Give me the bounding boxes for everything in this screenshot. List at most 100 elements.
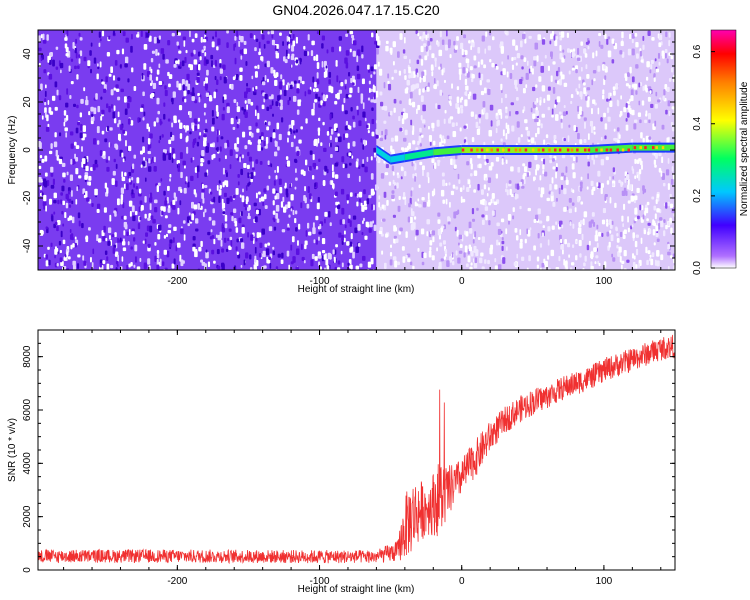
heatmap-cell (300, 169, 305, 175)
heatmap-cell (371, 203, 373, 211)
heatmap-cell (223, 192, 227, 198)
heatmap-cell (459, 104, 464, 109)
heatmap-cell (444, 44, 448, 51)
heatmap-cell (213, 196, 216, 203)
heatmap-cell (329, 222, 332, 227)
heatmap-cell (140, 204, 144, 211)
heatmap-cell (290, 261, 294, 265)
heatmap-cell (490, 120, 493, 127)
heatmap-cell (92, 163, 96, 171)
heatmap-cell (412, 265, 415, 270)
heatmap-cell (539, 99, 542, 106)
heatmap-cell (492, 140, 495, 144)
heatmap-cell (568, 70, 571, 75)
heatmap-cell (546, 197, 550, 202)
heatmap-cell (652, 219, 655, 226)
heatmap-cell (600, 44, 604, 49)
heatmap-cell (203, 112, 206, 116)
heatmap-cell (633, 83, 638, 90)
heatmap-cell (369, 87, 371, 94)
heatmap-cell (286, 40, 289, 46)
heatmap-cell (292, 95, 297, 102)
heatmap-cell (149, 192, 153, 199)
heatmap-cell (46, 114, 49, 122)
heatmap-cell (108, 73, 112, 77)
heatmap-cell (273, 226, 277, 231)
heatmap-cell (510, 166, 514, 172)
heatmap-cell (177, 32, 181, 36)
heatmap-cell (583, 211, 588, 218)
heatmap-cell (582, 267, 585, 270)
heatmap-cell (653, 74, 656, 79)
heatmap-cell (278, 178, 282, 185)
heatmap-cell (175, 245, 178, 252)
heatmap-cell (521, 256, 525, 261)
heatmap-cell (531, 68, 534, 75)
heatmap-cell (266, 185, 270, 191)
heatmap-cell (221, 113, 225, 121)
heatmap-cell (330, 142, 332, 148)
heatmap-cell (235, 73, 239, 81)
heatmap-cell (130, 45, 133, 53)
heatmap-cell (226, 106, 230, 114)
heatmap-cell (457, 242, 460, 246)
heatmap-cell (537, 127, 540, 135)
snr-y-label: SNR (10 * v/v) (7, 418, 18, 482)
heatmap-cell (224, 155, 227, 160)
heatmap-cell (267, 242, 271, 246)
heatmap-cell (216, 249, 220, 255)
heatmap-cell (535, 110, 539, 117)
heatmap-cell (314, 138, 318, 146)
heatmap-cell (292, 40, 296, 47)
heatmap-cell (183, 124, 186, 128)
heatmap-cell (649, 90, 652, 94)
heatmap-cell (526, 267, 529, 270)
heatmap-cell (346, 241, 350, 246)
heatmap-cell (156, 97, 160, 105)
heatmap-cell (251, 75, 254, 80)
heatmap-cell (189, 111, 192, 118)
signal-hotspot (501, 148, 505, 152)
heatmap-cell (418, 204, 422, 208)
heatmap-cell (586, 87, 591, 91)
heatmap-cell (159, 118, 162, 126)
heatmap-cell (259, 160, 263, 165)
heatmap-cell (636, 53, 639, 59)
heatmap-cell (568, 254, 570, 258)
heatmap-cell (356, 158, 359, 163)
heatmap-cell (240, 210, 243, 217)
heatmap-cell (366, 198, 370, 205)
heatmap-cell (150, 68, 153, 74)
heatmap-cell (505, 122, 508, 130)
heatmap-cell (381, 105, 385, 110)
heatmap-cell (595, 230, 598, 238)
heatmap-cell (348, 152, 352, 157)
heatmap-cell (177, 163, 181, 167)
heatmap-cell (481, 35, 485, 42)
x-tick-label: -100 (310, 576, 330, 587)
heatmap-cell (439, 141, 442, 148)
heatmap-cell (335, 244, 338, 248)
heatmap-cell (379, 137, 384, 142)
signal-hotspot (605, 148, 609, 152)
heatmap-cell (349, 241, 353, 247)
heatmap-cell (318, 158, 321, 162)
heatmap-cell (64, 212, 67, 219)
heatmap-cell (305, 159, 308, 166)
heatmap-cell (555, 166, 558, 172)
heatmap-cell (426, 201, 431, 207)
heatmap-cell (612, 86, 616, 91)
heatmap-cell (64, 43, 68, 49)
heatmap-cell (363, 217, 365, 222)
heatmap-cell (440, 189, 445, 197)
heatmap-cell (528, 255, 531, 262)
heatmap-cell (160, 48, 165, 54)
heatmap-cell (277, 95, 281, 102)
heatmap-cell (79, 37, 83, 41)
heatmap-cell (389, 47, 393, 54)
heatmap-cell (133, 264, 136, 268)
heatmap-cell (249, 267, 253, 270)
heatmap-cell (630, 89, 634, 97)
heatmap-cell (312, 162, 317, 168)
heatmap-cell (291, 236, 295, 243)
